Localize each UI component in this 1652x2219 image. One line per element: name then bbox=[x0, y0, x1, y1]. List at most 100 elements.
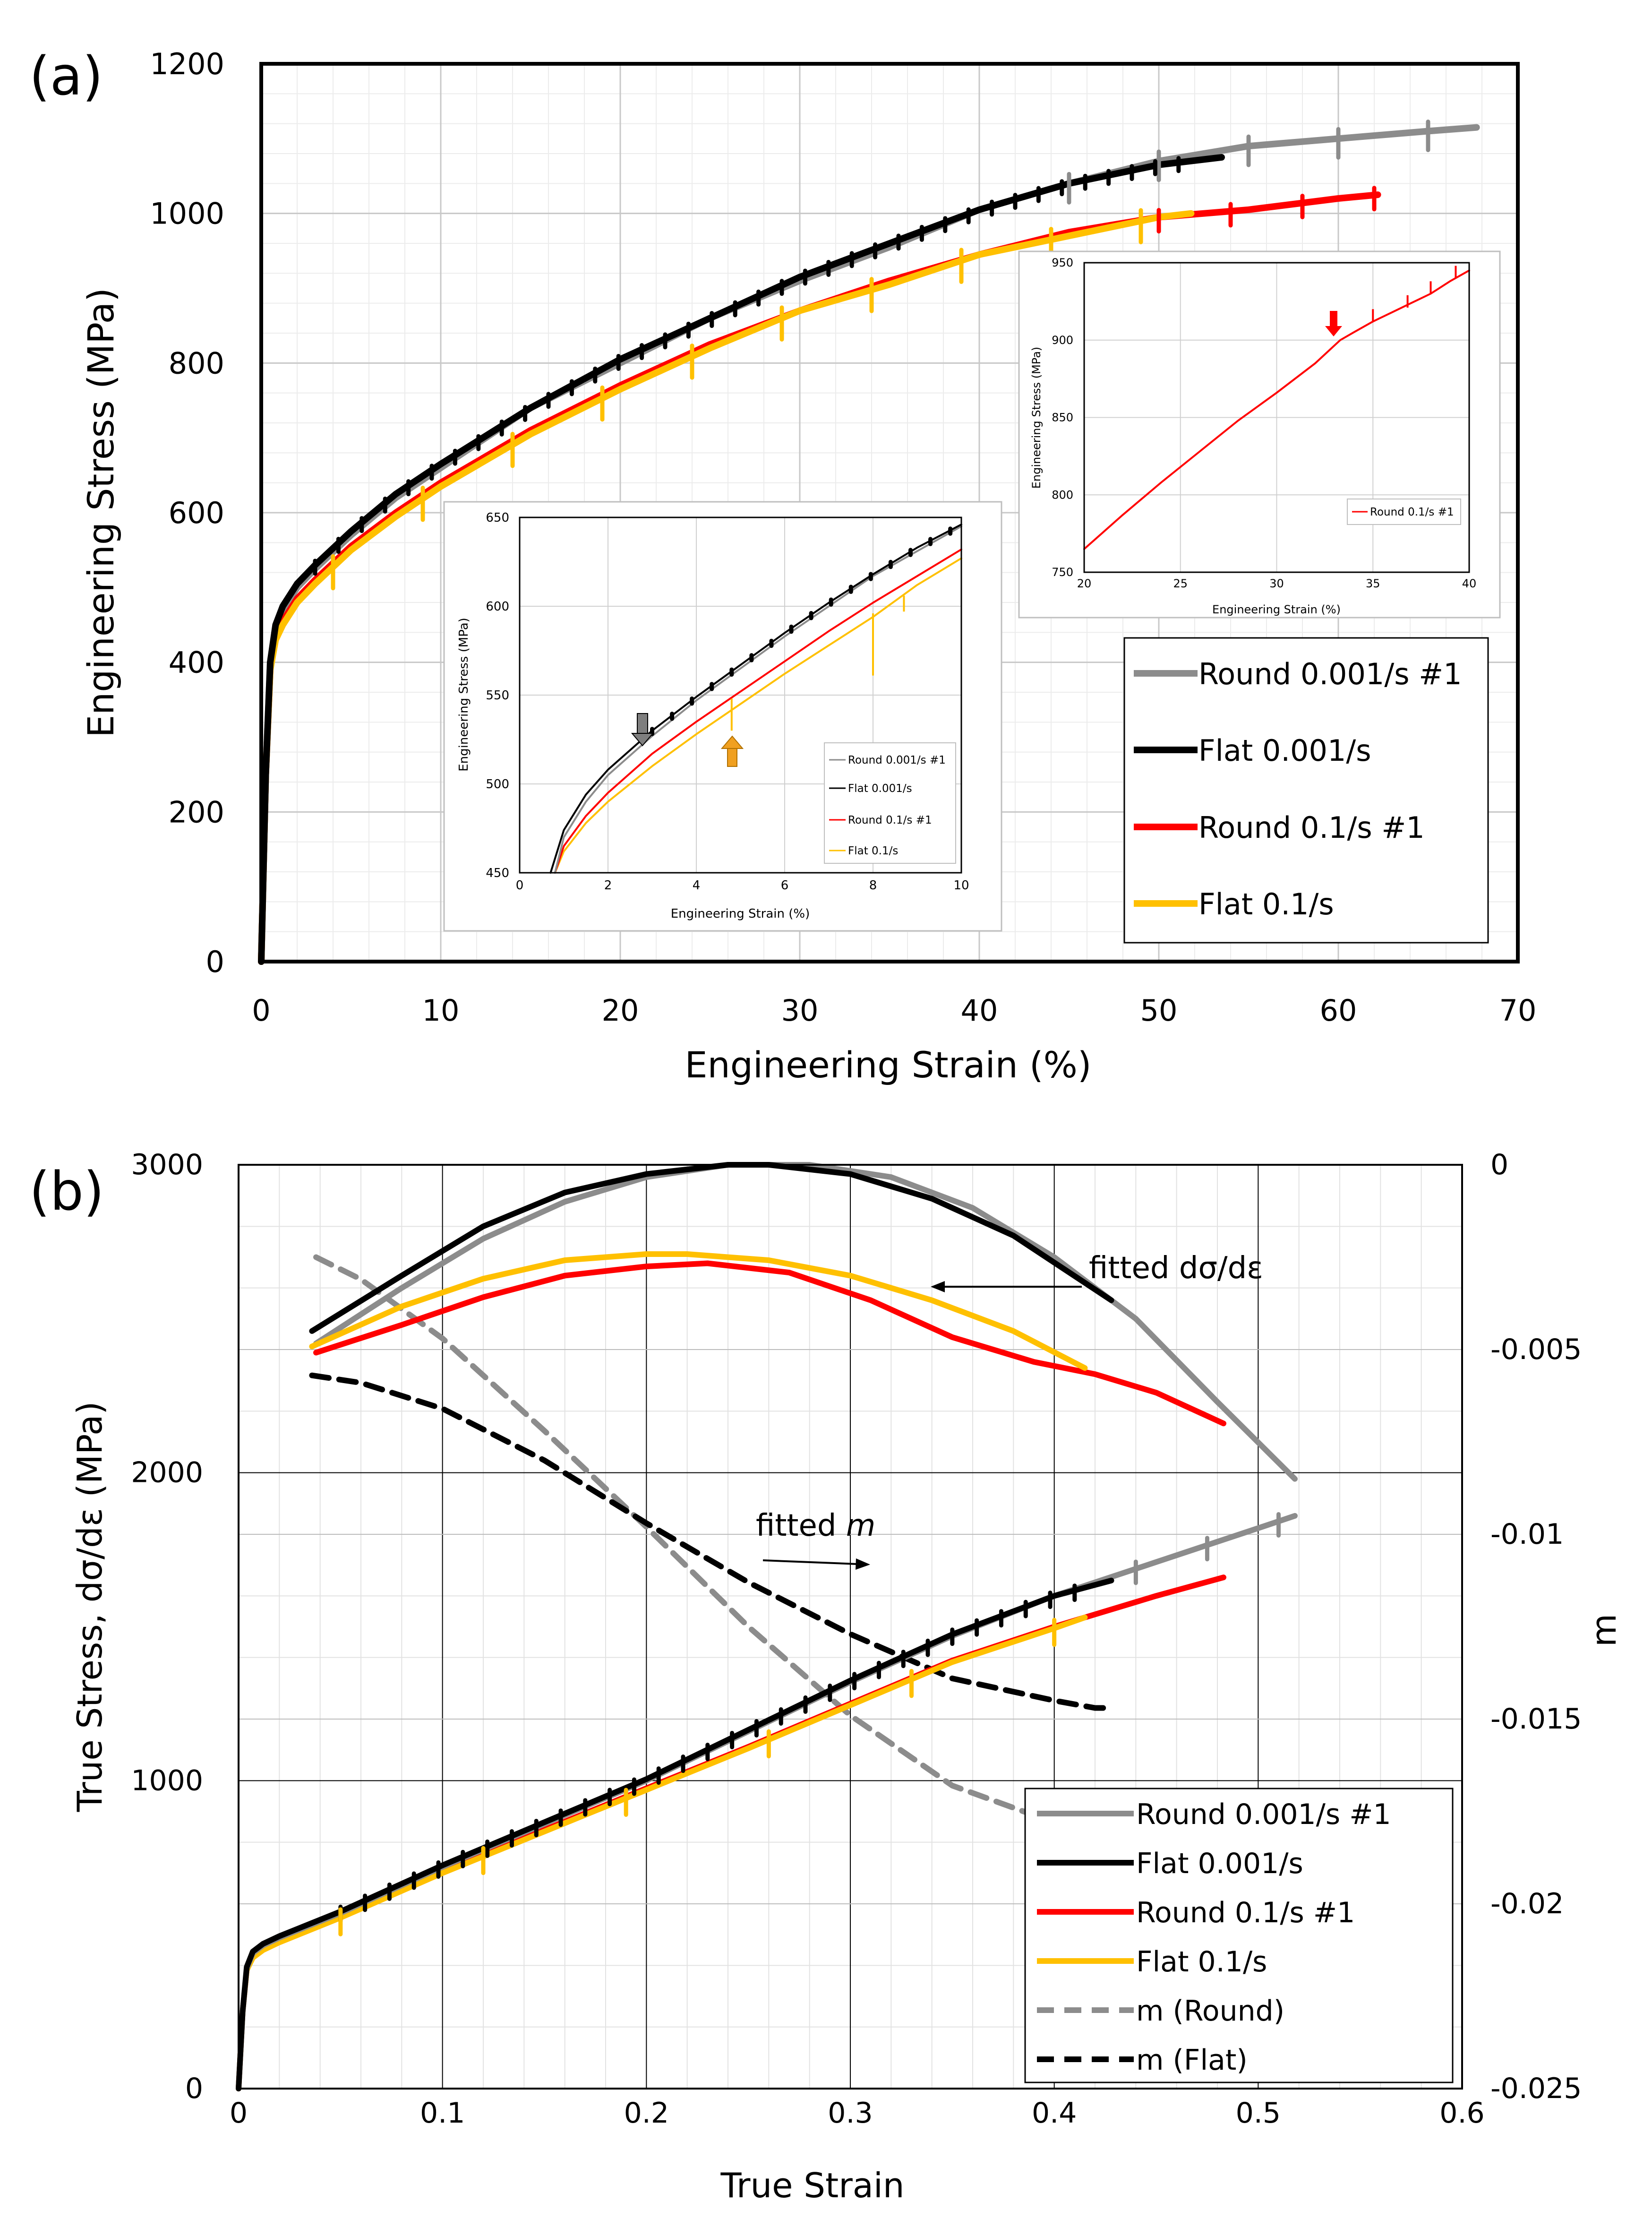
inset1-y-tick: 550 bbox=[486, 688, 509, 703]
inset1-frame bbox=[519, 516, 962, 874]
inset1-x-tick: 4 bbox=[693, 878, 701, 893]
y2-tick-labels-b: -0.025 -0.02 -0.015 -0.01 -0.005 0 bbox=[1490, 1148, 1582, 2105]
x-tick-label-b: 0.4 bbox=[1032, 2097, 1077, 2130]
x-tick-label-b: 0 bbox=[230, 2097, 248, 2130]
inset2-y-ticks: 750 800 850 900 950 bbox=[1052, 256, 1073, 579]
legend-a-label-0: Round 0.001/s #1 bbox=[1198, 657, 1462, 691]
y-tick-label-b: 0 bbox=[185, 2072, 203, 2105]
arrow-fitted-m-shaft bbox=[762, 1559, 858, 1565]
inset1-series-3 bbox=[554, 557, 962, 874]
legend-a-label-3: Flat 0.1/s bbox=[1198, 887, 1334, 921]
inset2-frame bbox=[1083, 262, 1470, 573]
y2-tick-label-b: -0.005 bbox=[1490, 1333, 1582, 1366]
inset1-x-title: Engineering Strain (%) bbox=[671, 907, 810, 921]
x-tick-label-b: 0.6 bbox=[1439, 2097, 1484, 2130]
y-axis-title-b: True Stress, dσ/dε (MPa) bbox=[70, 1402, 110, 1813]
inset2-legend-label-0: Round 0.1/s #1 bbox=[1370, 506, 1454, 518]
inset1-legend-label-2: Round 0.1/s #1 bbox=[848, 814, 932, 826]
y2-tick-label-b: 0 bbox=[1490, 1148, 1508, 1181]
legend-a-label-2: Round 0.1/s #1 bbox=[1198, 810, 1425, 845]
gray-arrow-shaft bbox=[637, 713, 648, 734]
inset2-y-tick: 750 bbox=[1052, 566, 1073, 579]
x-tick-label-a: 30 bbox=[781, 993, 819, 1028]
inset1-y-title: Engineering Stress (MPa) bbox=[457, 618, 471, 772]
inset2-y-tick: 950 bbox=[1052, 256, 1073, 269]
annotation-fitted-m-symbol: m bbox=[846, 1508, 875, 1543]
x-tick-label-a: 10 bbox=[422, 993, 460, 1028]
y2-axis-title-b: m bbox=[1584, 1614, 1624, 1647]
series-a bbox=[258, 120, 1480, 965]
gray-down-arrow-icon bbox=[631, 713, 654, 747]
inset2-x-tick: 30 bbox=[1269, 577, 1284, 590]
x-tick-label-a: 0 bbox=[252, 993, 270, 1028]
inset2-x-ticks: 20 25 30 35 40 bbox=[1077, 577, 1477, 590]
arrow-fitted-m-head bbox=[856, 1558, 870, 1570]
inset1-x-ticks: 0 2 4 6 8 10 bbox=[516, 878, 969, 893]
legend-a: Round 0.001/s #1 Flat 0.001/s Round 0.1/… bbox=[1123, 637, 1489, 944]
inset1-y-tick: 650 bbox=[486, 511, 509, 525]
inset1-y-tick: 450 bbox=[486, 866, 509, 880]
y2-tick-label-b: -0.015 bbox=[1490, 1703, 1582, 1736]
inset1-x-tick: 10 bbox=[953, 878, 969, 893]
legend-b-label-5: m (Flat) bbox=[1136, 2044, 1248, 2077]
inset1-series-2 bbox=[554, 548, 962, 874]
x-axis-title-a: Engineering Strain (%) bbox=[685, 1044, 1092, 1086]
inset-mid-strain: 20 25 30 35 40 750 800 850 900 950 Engineering S… bbox=[1018, 250, 1501, 619]
inset1-legend-label-3: Flat 0.1/s bbox=[848, 845, 898, 857]
x-tick-label-a: 50 bbox=[1140, 993, 1178, 1028]
inset1-series bbox=[549, 524, 962, 874]
gray-arrow-head bbox=[631, 733, 654, 747]
y-tick-label-b: 3000 bbox=[131, 1148, 203, 1181]
legend-b-label-0: Round 0.001/s #1 bbox=[1136, 1798, 1391, 1831]
inset2-y-tick: 850 bbox=[1052, 411, 1073, 424]
grid-b bbox=[239, 1165, 1462, 2089]
legend-a-box bbox=[1123, 637, 1489, 944]
y-tick-label-a: 200 bbox=[169, 795, 224, 829]
y-tick-label-a: 400 bbox=[169, 645, 224, 680]
panel-label-b: (b) bbox=[29, 1161, 104, 1222]
x-tick-labels-a: 0 10 20 30 40 50 60 70 bbox=[252, 993, 1536, 1028]
x-tick-label-a: 60 bbox=[1320, 993, 1357, 1028]
inset2-x-title: Engineering Strain (%) bbox=[1212, 603, 1341, 616]
inset-early-strain: 0 2 4 6 8 10 450 500 550 600 650 Engineering Stra… bbox=[443, 501, 1002, 932]
y-tick-label-a: 1000 bbox=[150, 197, 224, 231]
y-tick-label-a: 600 bbox=[169, 496, 224, 530]
x-tick-label-b: 0.2 bbox=[624, 2097, 669, 2130]
inset1-legend: Round 0.001/s #1 Flat 0.001/s Round 0.1/… bbox=[824, 742, 956, 864]
legend-b-box bbox=[1024, 1788, 1454, 2083]
m-series-1 bbox=[309, 1372, 1108, 1711]
inset1-legend-label-1: Flat 0.001/s bbox=[848, 783, 912, 795]
inset2-y-tick: 900 bbox=[1052, 334, 1073, 347]
x-axis-title-b: True Strain bbox=[720, 2166, 904, 2205]
panel-b: (b) 0 0.1 0.2 0.3 0.4 0.5 0.6 0 1000 2000 3000 -0… bbox=[29, 1148, 1624, 2205]
y-tick-label-a: 0 bbox=[206, 945, 224, 979]
plot-frame-b bbox=[238, 1164, 1463, 2090]
inset1-y-ticks: 450 500 550 600 650 bbox=[486, 511, 509, 880]
legend-b-label-4: m (Round) bbox=[1136, 1995, 1284, 2028]
arrow-fitted-dsde-icon bbox=[931, 1281, 1082, 1292]
red-arrow-head bbox=[1325, 326, 1342, 336]
inset1-x-tick: 8 bbox=[869, 878, 877, 893]
inset1-legend-box bbox=[824, 742, 956, 864]
y-tick-label-b: 2000 bbox=[131, 1456, 203, 1489]
inset2-legend: Round 0.1/s #1 bbox=[1347, 499, 1461, 525]
y-tick-label-b: 1000 bbox=[131, 1764, 203, 1797]
annotation-fitted-dsde: fitted dσ/dε bbox=[1089, 1251, 1263, 1286]
red-arrow-shaft bbox=[1330, 311, 1337, 326]
legend-b-label-3: Flat 0.1/s bbox=[1136, 1945, 1267, 1978]
inset1-y-tick: 600 bbox=[486, 600, 509, 614]
inset2-grid bbox=[1084, 263, 1469, 572]
inset1-x-tick: 2 bbox=[604, 878, 612, 893]
x-tick-label-a: 70 bbox=[1499, 993, 1537, 1028]
arrow-fitted-m-icon bbox=[762, 1558, 870, 1570]
x-tick-label-b: 0.3 bbox=[828, 2097, 873, 2130]
legend-b-label-2: Round 0.1/s #1 bbox=[1136, 1896, 1355, 1929]
annotation-fitted-m: fitted m bbox=[756, 1508, 875, 1543]
y2-tick-label-b: -0.01 bbox=[1490, 1518, 1564, 1551]
legend-a-label-1: Flat 0.001/s bbox=[1198, 733, 1371, 768]
inset1-series-0 bbox=[554, 525, 962, 874]
inset2-box bbox=[1018, 250, 1501, 619]
x-tick-label-b: 0.5 bbox=[1236, 2097, 1281, 2130]
inset1-legend-label-0: Round 0.001/s #1 bbox=[848, 754, 946, 766]
